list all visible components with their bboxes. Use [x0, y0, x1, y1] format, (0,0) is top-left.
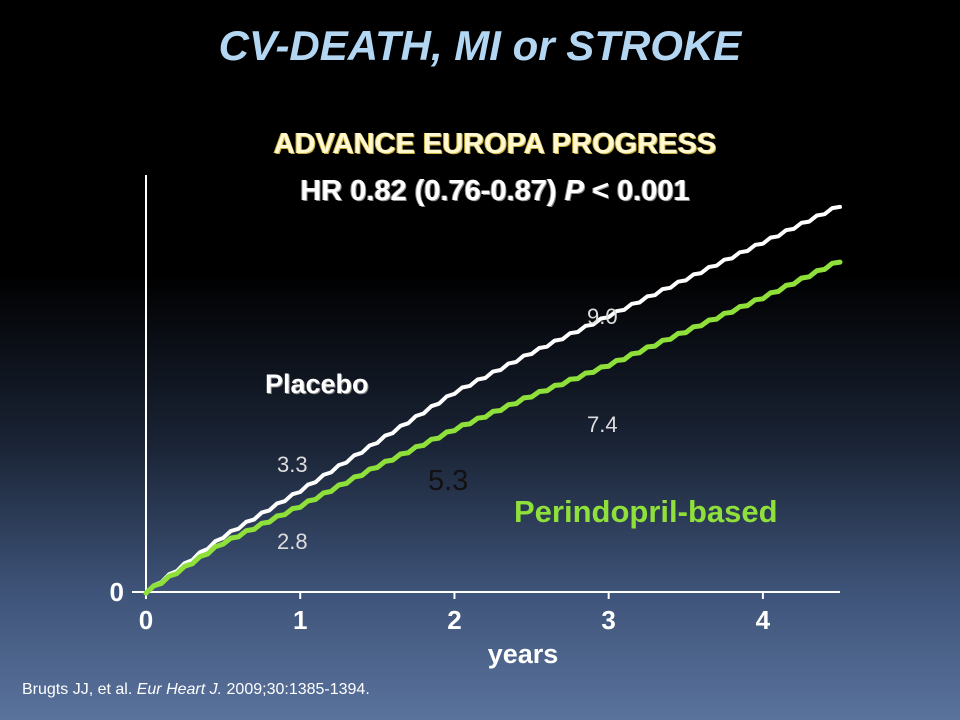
- data-label: 2.8: [277, 529, 308, 554]
- citation-journal: Eur Heart J.: [136, 681, 223, 698]
- data-label: 7.4: [587, 412, 618, 437]
- x-tick-label: 1: [293, 605, 307, 635]
- p-value-text: < 0.001: [592, 175, 690, 207]
- x-tick-label: 4: [756, 605, 771, 635]
- data-label: 5.3: [428, 465, 468, 497]
- x-tick-label: 3: [601, 605, 615, 635]
- hazard-ratio-subtitle: HR 0.82 (0.76-0.87) P < 0.001: [0, 175, 960, 208]
- x-tick-label: 2: [447, 605, 461, 635]
- data-label: 3.3: [277, 452, 308, 477]
- x-tick-label: 0: [139, 605, 153, 635]
- citation: Brugts JJ, et al. Eur Heart J. 2009;30:1…: [22, 681, 370, 699]
- placebo-label: Placebo: [265, 369, 369, 399]
- data-label: 9.0: [587, 304, 618, 329]
- p-symbol: P: [564, 175, 585, 207]
- y-tick-label: 0: [110, 577, 124, 607]
- placebo-line: [144, 204, 842, 596]
- citation-details: 2009;30:1385-1394.: [226, 681, 370, 698]
- slide-title: CV-DEATH, MI or STROKE: [218, 22, 742, 69]
- perindopril-label: Perindopril-based: [514, 494, 778, 529]
- perindopril-line: [143, 259, 843, 596]
- x-axis-label: years: [488, 639, 559, 669]
- hazard-ratio-text: HR 0.82 (0.76-0.87): [300, 175, 557, 207]
- trials-subtitle: ADVANCE EUROPA PROGRESS: [273, 128, 717, 160]
- citation-authors: Brugts JJ, et al.: [22, 681, 133, 698]
